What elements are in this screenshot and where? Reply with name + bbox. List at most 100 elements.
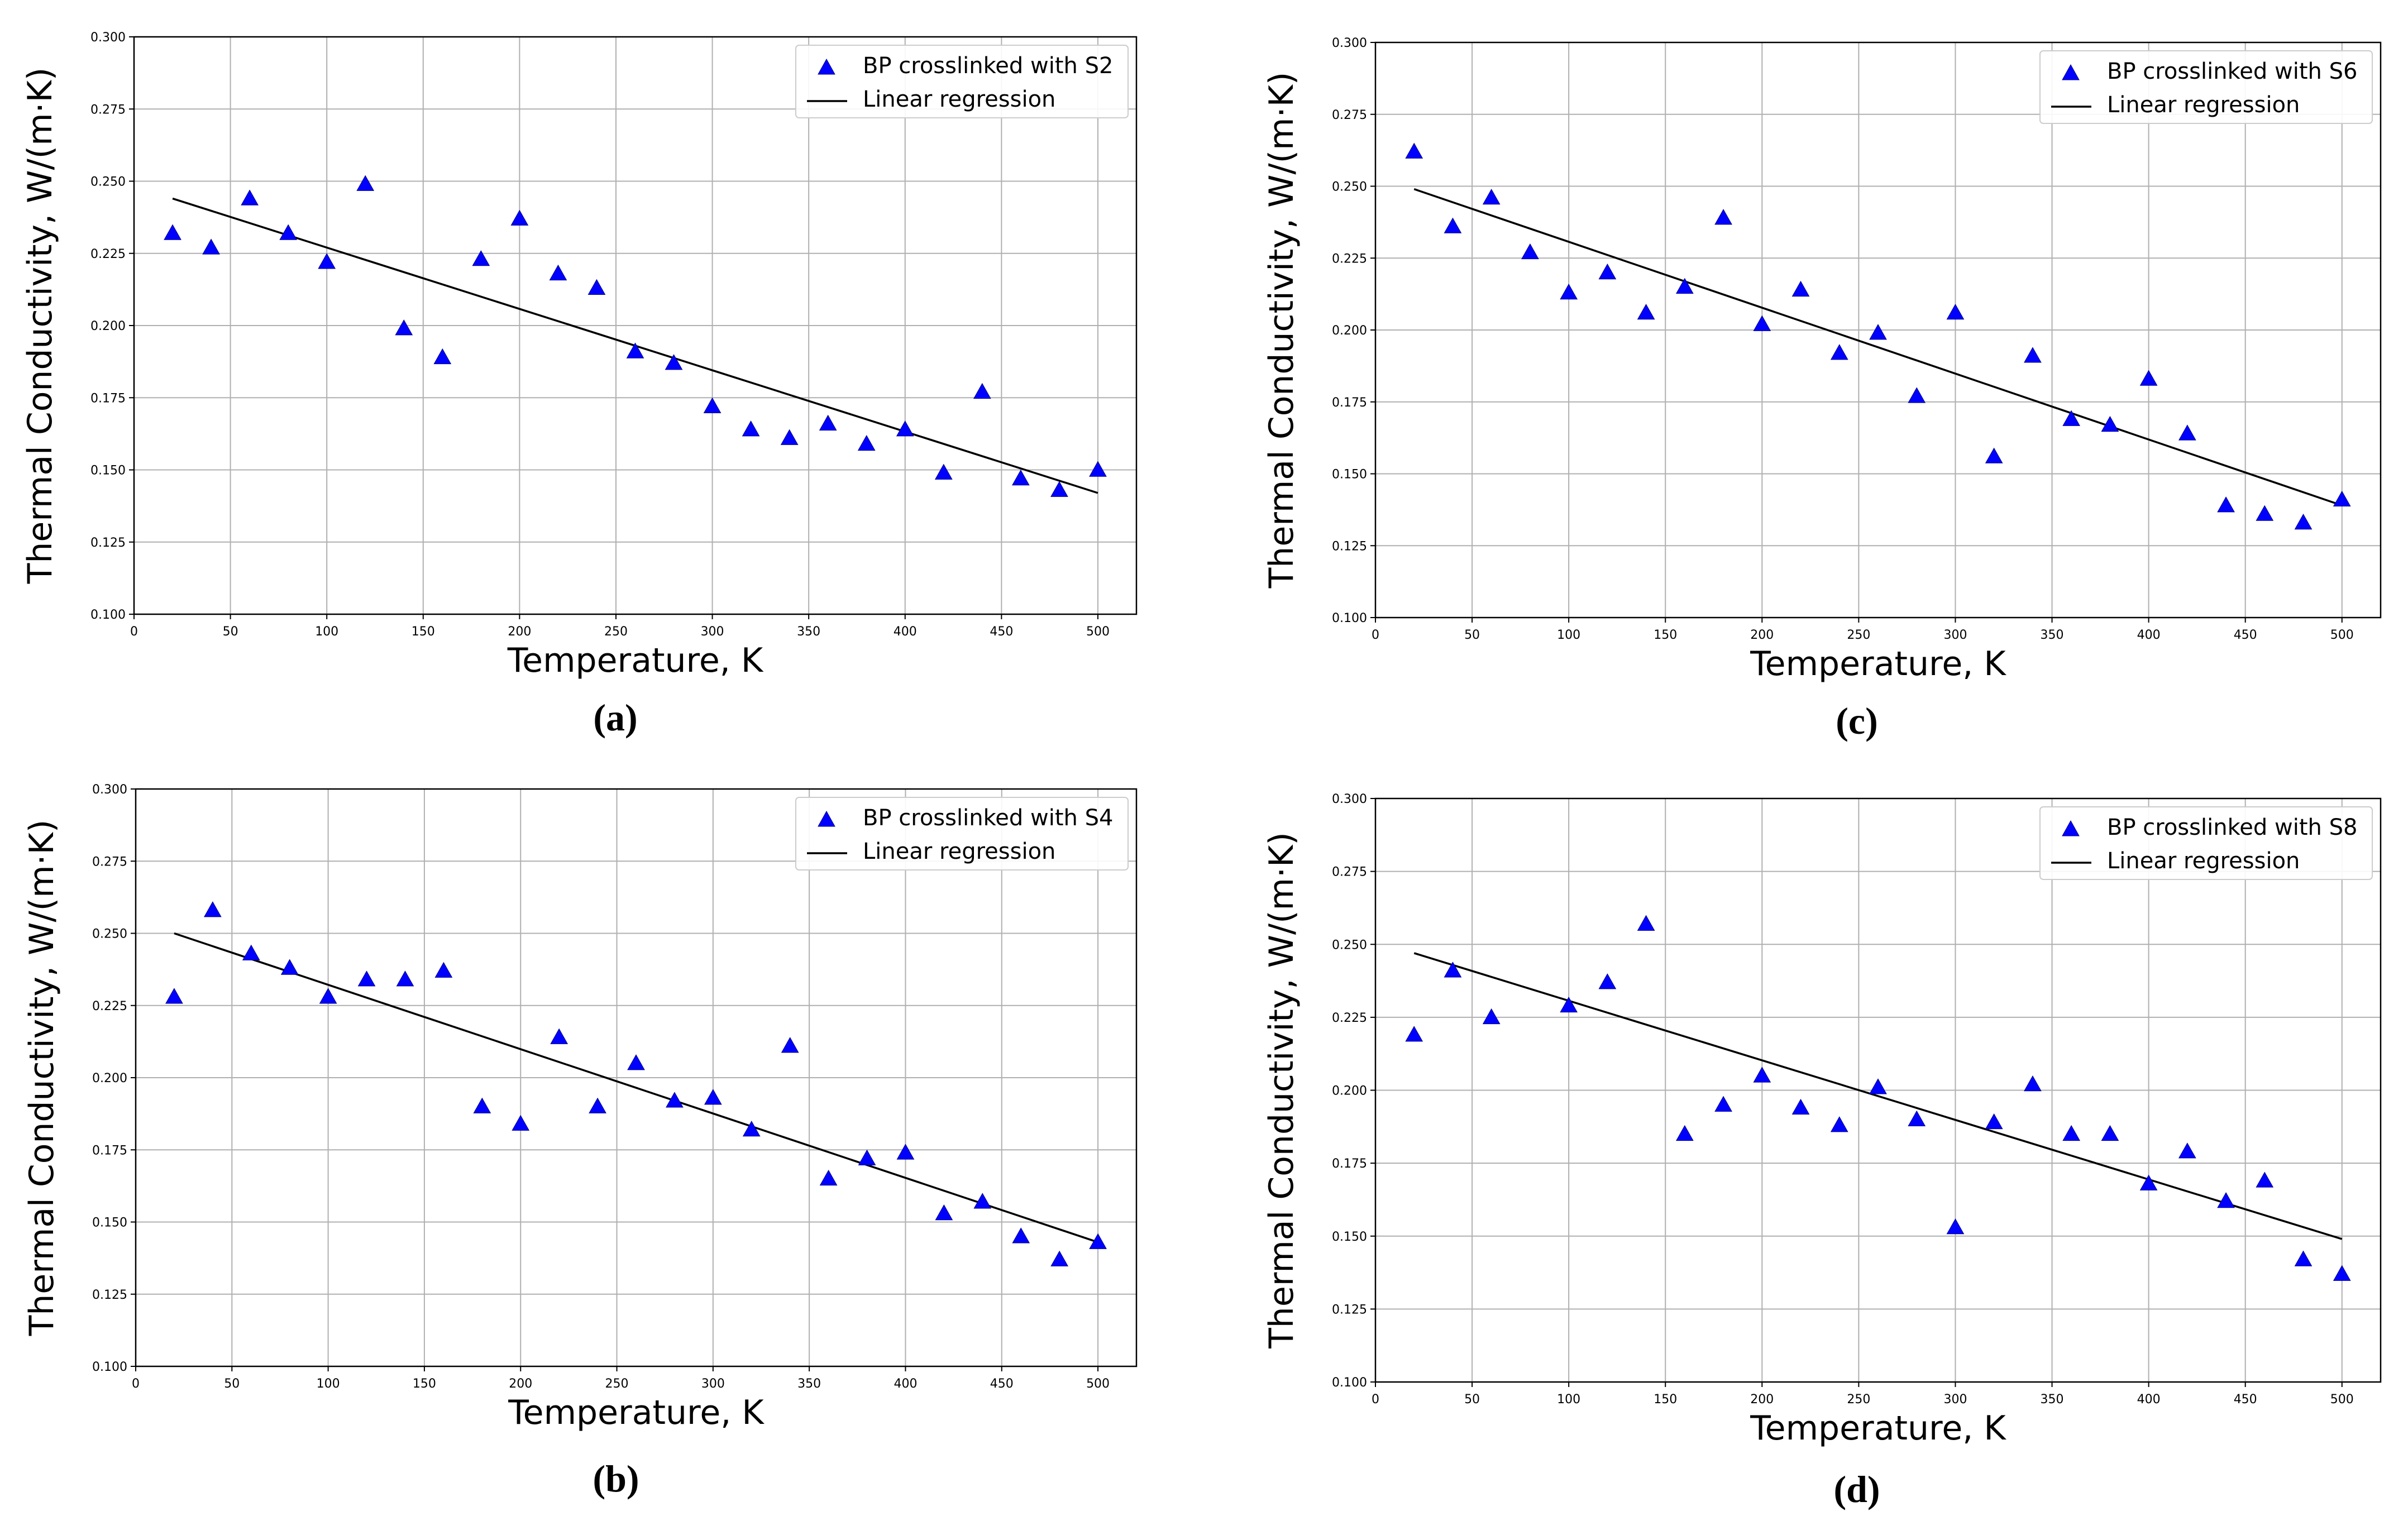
data-point <box>1405 1026 1423 1042</box>
data-series-d <box>1405 915 2351 1281</box>
data-point <box>704 1089 722 1105</box>
data-point <box>1908 387 1926 403</box>
data-point <box>2024 1075 2042 1092</box>
legend-label-series: BP crosslinked with S6 <box>2107 59 2357 84</box>
legend-label-regression: Linear regression <box>2107 848 2300 874</box>
y-tick-label: 0.125 <box>1332 539 1367 553</box>
data-point <box>1637 915 1655 931</box>
data-point <box>742 420 760 437</box>
y-tick-label: 0.250 <box>92 927 127 941</box>
x-tick-label: 50 <box>223 625 238 639</box>
legend-box <box>795 45 1129 118</box>
data-point <box>1089 1233 1107 1249</box>
y-tick-label: 0.125 <box>92 1288 127 1302</box>
y-tick-label: 0.225 <box>1332 252 1367 266</box>
data-point <box>1050 481 1068 497</box>
data-point <box>780 429 799 445</box>
y-tick-label: 0.225 <box>90 247 126 261</box>
y-tick-label: 0.250 <box>1332 180 1367 194</box>
data-point <box>202 238 220 255</box>
data-point <box>1753 1067 1771 1083</box>
data-point <box>2294 514 2313 530</box>
legend: BP crosslinked with S8 Linear regression <box>2039 806 2373 880</box>
x-tick-label: 200 <box>508 625 531 639</box>
y-tick-label: 0.275 <box>92 855 127 869</box>
y-tick-label: 0.175 <box>1332 1157 1367 1171</box>
data-point <box>973 1193 992 1209</box>
data-point <box>1946 1218 1965 1235</box>
data-point <box>2178 1142 2196 1159</box>
data-point <box>1714 209 1732 225</box>
panel-caption: (b) <box>593 1457 639 1500</box>
x-tick-label: 300 <box>701 1377 725 1391</box>
data-point <box>2256 1171 2274 1188</box>
x-tick-label: 400 <box>894 625 917 639</box>
x-tick-label: 50 <box>1464 628 1480 642</box>
y-tick-label: 0.175 <box>1332 396 1367 410</box>
y-tick-label: 0.100 <box>1332 1376 1367 1390</box>
x-tick-label: 250 <box>1847 628 1870 642</box>
y-tick-label: 0.275 <box>1332 108 1367 122</box>
x-tick-label: 100 <box>315 625 338 639</box>
x-tick-label: 350 <box>797 625 820 639</box>
data-point <box>1482 189 1501 205</box>
y-tick-label: 0.225 <box>92 999 127 1013</box>
y-tick-label: 0.275 <box>1332 865 1367 879</box>
x-tick-label: 300 <box>1943 628 1967 642</box>
x-tick-label: 500 <box>2330 1393 2354 1407</box>
legend-label-regression: Linear regression <box>2107 92 2300 118</box>
y-axis-label: Thermal Conductivity, W/(m·K) <box>1262 832 1301 1349</box>
data-point <box>1946 304 1965 320</box>
data-point <box>934 463 953 480</box>
data-point <box>1830 1116 1848 1132</box>
x-tick-label: 150 <box>1654 1393 1677 1407</box>
x-tick-label: 450 <box>2234 628 2257 642</box>
chart-panel-a: 0 50 100 150 200 250 300 350 400 450 500 0.100 0.125… <box>21 31 1138 739</box>
x-tick-label: 450 <box>990 1377 1014 1391</box>
legend-box <box>2039 50 2373 124</box>
x-tick-label: 100 <box>1557 628 1580 642</box>
data-point <box>1869 1078 1887 1094</box>
x-axis-label: Temperature, K <box>1750 644 2006 683</box>
y-tick-label: 0.200 <box>1332 1084 1367 1098</box>
y-tick-label: 0.100 <box>90 608 126 622</box>
data-point <box>1089 461 1107 477</box>
x-tick-label: 200 <box>1750 1393 1774 1407</box>
y-tick-label: 0.100 <box>1332 611 1367 625</box>
data-point <box>2256 505 2274 521</box>
data-point <box>549 264 567 281</box>
data-point <box>973 382 991 399</box>
data-point <box>550 1028 568 1044</box>
legend-label-series: BP crosslinked with S4 <box>863 805 1113 831</box>
data-point <box>2333 1265 2351 1281</box>
data-point <box>512 1115 530 1131</box>
x-tick-label: 400 <box>2137 1393 2161 1407</box>
data-point <box>2217 496 2235 513</box>
data-point <box>1791 280 1810 297</box>
data-point <box>2139 1174 2158 1190</box>
data-point <box>1791 1098 1810 1115</box>
x-tick-label: 150 <box>412 625 435 639</box>
x-tick-label: 0 <box>1372 628 1379 642</box>
y-tick-label: 0.300 <box>92 783 127 797</box>
x-tick-label: 150 <box>413 1377 436 1391</box>
x-tick-label: 0 <box>1372 1393 1379 1407</box>
data-point <box>626 342 644 358</box>
y-tick-label: 0.150 <box>1332 1230 1367 1244</box>
x-tick-label: 200 <box>1750 628 1774 642</box>
panel-caption: (c) <box>1836 700 1877 742</box>
legend-label-series: BP crosslinked with S2 <box>863 53 1113 79</box>
regression-line <box>174 932 1098 1244</box>
data-point <box>1598 973 1617 989</box>
y-tick-label: 0.200 <box>1332 324 1367 338</box>
data-point <box>434 962 453 978</box>
data-point <box>2101 415 2119 432</box>
data-point <box>627 1054 645 1070</box>
data-point <box>357 970 376 987</box>
legend-marker-triangle <box>2062 64 2080 80</box>
data-point <box>164 224 181 240</box>
x-tick-label: 350 <box>2041 1393 2064 1407</box>
data-point <box>396 970 414 987</box>
legend: BP crosslinked with S4 Linear regression <box>795 797 1129 871</box>
x-tick-label: 450 <box>2234 1393 2257 1407</box>
